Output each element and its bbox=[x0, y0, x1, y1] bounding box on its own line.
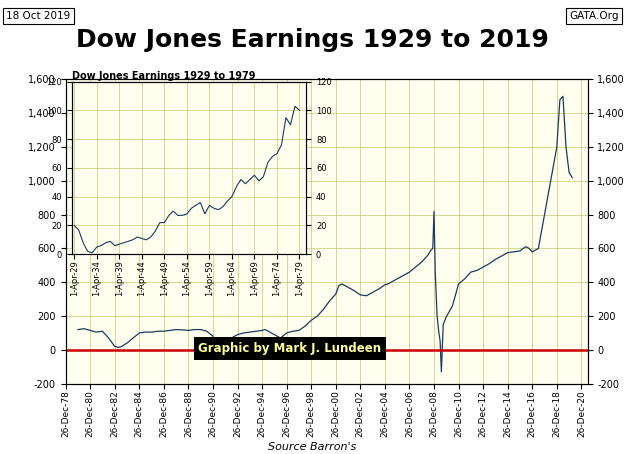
Text: Dow Jones Earnings 1929 to 1979: Dow Jones Earnings 1929 to 1979 bbox=[72, 71, 256, 81]
Text: GATA.Org: GATA.Org bbox=[569, 11, 619, 21]
Text: Dow Jones Earnings 1929 to 2019: Dow Jones Earnings 1929 to 2019 bbox=[76, 28, 549, 52]
Text: 18 Oct 2019: 18 Oct 2019 bbox=[6, 11, 71, 21]
Text: Graphic by Mark J. Lundeen: Graphic by Mark J. Lundeen bbox=[199, 342, 382, 355]
Text: Source Barron's: Source Barron's bbox=[268, 442, 357, 452]
